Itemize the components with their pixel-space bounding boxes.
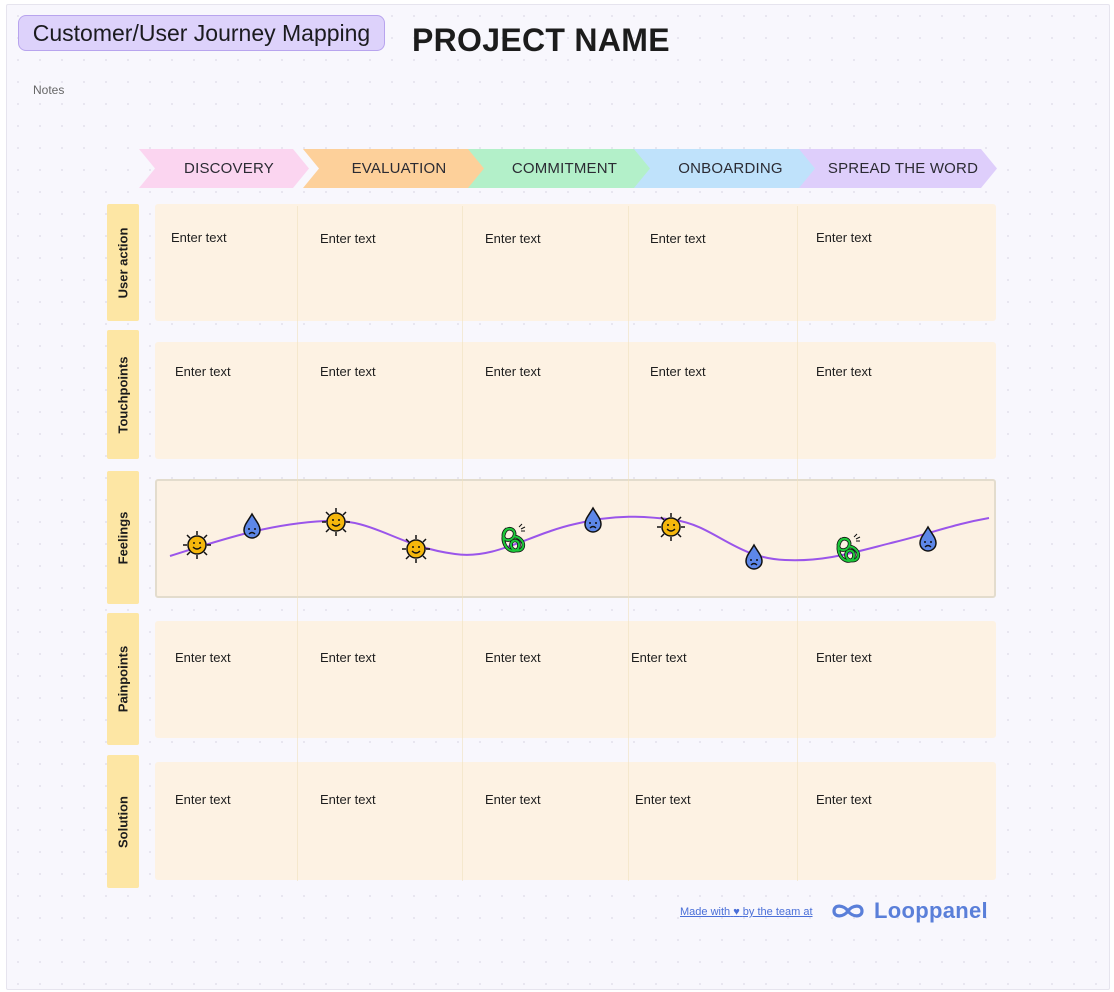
heart-icon: ♥ [733, 906, 740, 918]
board-title[interactable]: Customer/User Journey Mapping [18, 15, 385, 51]
row-feelings [155, 479, 996, 598]
column-divider [628, 206, 629, 881]
stage-discovery[interactable]: DISCOVERY [139, 149, 309, 188]
sad-drop-icon [584, 506, 602, 533]
column-divider [797, 206, 798, 881]
sad-drop-icon [745, 543, 763, 570]
cell-solution-discovery[interactable]: Enter text [175, 792, 231, 807]
cell-solution-evaluation[interactable]: Enter text [320, 792, 376, 807]
looppanel-logo[interactable]: Looppanel [830, 897, 988, 925]
happy-sun-icon [322, 508, 350, 536]
row-label-touchpoints: Touchpoints [107, 330, 139, 459]
feelings-curve [169, 515, 990, 562]
made-with-text: Made with [680, 906, 731, 918]
cell-painpoints-discovery[interactable]: Enter text [175, 650, 231, 665]
row-touchpoints [155, 342, 996, 459]
row-label-user-action: User action [107, 204, 139, 321]
happy-sun-icon [183, 531, 211, 559]
cell-user-action-onboarding[interactable]: Enter text [650, 231, 706, 246]
cell-solution-commitment[interactable]: Enter text [485, 792, 541, 807]
by-team-text: by the team at [742, 906, 813, 918]
stage-spread-the-word[interactable]: SPREAD THE WORD [799, 149, 997, 188]
stage-evaluation[interactable]: EVALUATION [303, 149, 485, 188]
tangled-anxious-icon [836, 533, 861, 563]
stage-onboarding[interactable]: ONBOARDING [634, 149, 817, 188]
notes-label[interactable]: Notes [33, 83, 65, 97]
row-label-solution: Solution [107, 755, 139, 888]
cell-touchpoints-evaluation[interactable]: Enter text [320, 364, 376, 379]
sad-drop-icon [919, 525, 937, 552]
cell-painpoints-commitment[interactable]: Enter text [485, 650, 541, 665]
cell-user-action-discovery[interactable]: Enter text [171, 230, 227, 245]
happy-sun-icon [402, 535, 430, 563]
brand-name: Looppanel [874, 898, 988, 923]
cell-painpoints-onboarding[interactable]: Enter text [631, 650, 687, 665]
row-painpoints [155, 621, 996, 738]
made-with-link[interactable]: Made with ♥ by the team at [680, 905, 813, 919]
cell-touchpoints-spread[interactable]: Enter text [816, 364, 872, 379]
row-solution [155, 762, 996, 880]
row-user-action [155, 204, 996, 321]
tangled-anxious-icon [501, 523, 526, 553]
cell-user-action-spread[interactable]: Enter text [816, 230, 872, 245]
cell-user-action-commitment[interactable]: Enter text [485, 231, 541, 246]
column-divider [462, 206, 463, 881]
cell-painpoints-evaluation[interactable]: Enter text [320, 650, 376, 665]
project-name[interactable]: PROJECT NAME [412, 22, 670, 58]
row-label-feelings: Feelings [107, 471, 139, 604]
cell-solution-onboarding[interactable]: Enter text [635, 792, 691, 807]
stage-commitment[interactable]: COMMITMENT [468, 149, 651, 188]
cell-painpoints-spread[interactable]: Enter text [816, 650, 872, 665]
happy-sun-icon [657, 513, 685, 541]
cell-solution-spread[interactable]: Enter text [816, 792, 872, 807]
infinity-icon [832, 904, 864, 918]
column-divider [297, 206, 298, 881]
sad-drop-icon [243, 512, 261, 539]
row-label-painpoints: Painpoints [107, 613, 139, 745]
cell-touchpoints-onboarding[interactable]: Enter text [650, 364, 706, 379]
cell-touchpoints-discovery[interactable]: Enter text [175, 364, 231, 379]
cell-user-action-evaluation[interactable]: Enter text [320, 231, 376, 246]
cell-touchpoints-commitment[interactable]: Enter text [485, 364, 541, 379]
